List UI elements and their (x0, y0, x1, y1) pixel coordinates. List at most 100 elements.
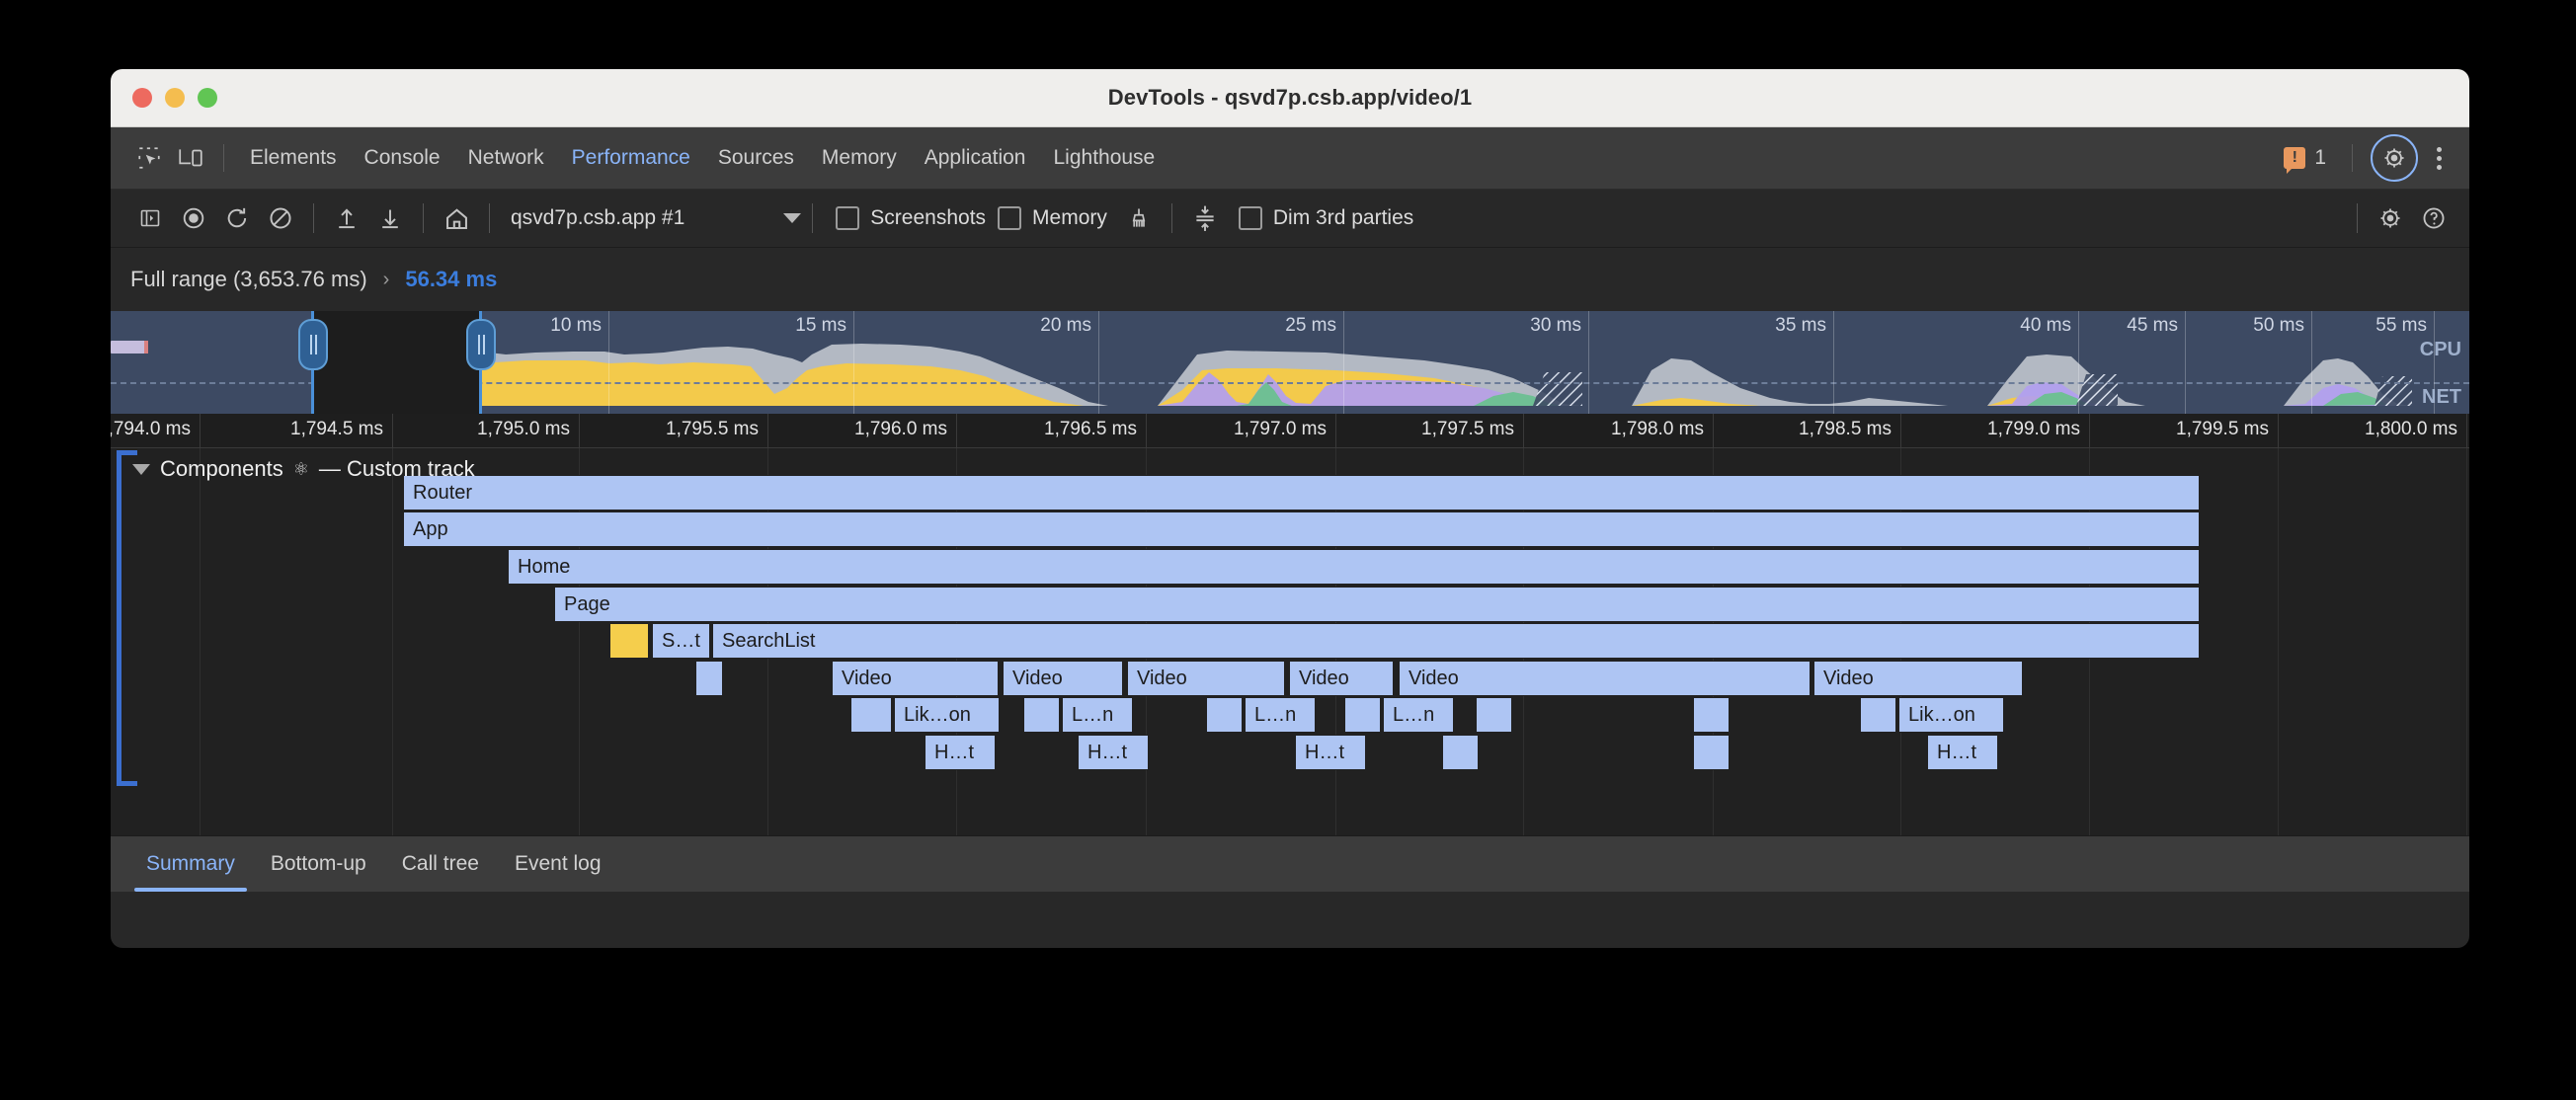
flame-bar[interactable]: Video (1289, 661, 1394, 696)
ruler-tick-label: 1,796.0 ms (854, 419, 947, 439)
tab-memory[interactable]: Memory (821, 146, 897, 169)
ruler-tick-line (2466, 414, 2467, 447)
overview-grip-right[interactable] (466, 319, 496, 370)
clear-button[interactable] (259, 196, 302, 240)
flame-bar[interactable]: L…n (1245, 697, 1316, 733)
breadcrumb-full-range[interactable]: Full range (3,653.76 ms) (130, 267, 367, 291)
warning-badge[interactable]: ! 1 (2284, 146, 2326, 174)
dim-third-parties-checkbox-box[interactable] (1238, 206, 1262, 230)
record-button[interactable] (172, 196, 215, 240)
tab-console[interactable]: Console (363, 146, 441, 169)
ruler-tick-label: 1,794.5 ms (290, 419, 383, 439)
flame-bar[interactable]: L…n (1383, 697, 1454, 733)
flame-bar-unlabeled[interactable] (609, 623, 649, 659)
capture-settings-icon[interactable] (1183, 196, 1227, 240)
screenshots-checkbox[interactable]: Screenshots (836, 206, 986, 230)
flame-bar[interactable]: Video (1003, 661, 1123, 696)
flame-bar[interactable]: S…t (652, 623, 710, 659)
flame-bar-unlabeled[interactable] (1442, 735, 1479, 770)
flame-bar-unlabeled[interactable] (850, 697, 892, 733)
zoom-button[interactable] (198, 88, 217, 108)
tab-lighthouse[interactable]: Lighthouse (1053, 146, 1156, 169)
chevron-right-icon: › (382, 268, 390, 290)
net-label: NET (2422, 386, 2461, 408)
memory-checkbox-box[interactable] (998, 206, 1022, 230)
track-header-components[interactable]: Components ⚛ — Custom track (132, 456, 475, 482)
collapse-triangle-icon[interactable] (132, 463, 150, 475)
tab-application[interactable]: Application (924, 146, 1026, 169)
flame-bar-unlabeled[interactable] (695, 661, 723, 696)
overview-tick-label: 25 ms (1285, 315, 1336, 336)
tab-call-tree[interactable]: Call tree (401, 852, 479, 875)
ruler-tick-line (392, 414, 393, 447)
tab-bottom-up[interactable]: Bottom-up (270, 852, 366, 875)
tab-event-log[interactable]: Event log (514, 852, 602, 875)
overview-tick-label: 35 ms (1775, 315, 1826, 336)
help-icon[interactable] (2412, 196, 2455, 240)
inspect-element-icon[interactable] (128, 137, 170, 179)
overview-tick-label: 50 ms (2253, 315, 2304, 336)
flame-bar[interactable]: Video (832, 661, 999, 696)
toolbar-divider-3 (489, 203, 490, 233)
breadcrumb-selection[interactable]: 56.34 ms (405, 267, 498, 291)
kebab-menu-icon[interactable] (2424, 146, 2454, 170)
flame-bar[interactable]: L…n (1062, 697, 1133, 733)
minimize-button[interactable] (165, 88, 185, 108)
settings-gear-icon[interactable] (2369, 196, 2412, 240)
garbage-collect-icon[interactable] (1117, 196, 1161, 240)
flame-bar[interactable]: Video (1399, 661, 1811, 696)
flame-bar[interactable]: Page (554, 587, 2200, 622)
gear-icon[interactable] (2371, 134, 2418, 182)
flame-bar[interactable]: Lik…on (1898, 697, 2004, 733)
details-tabbar: Summary Bottom-up Call tree Event log (111, 835, 2469, 892)
flame-bar-unlabeled[interactable] (1693, 735, 1730, 770)
flame-bar[interactable]: SearchList (712, 623, 2200, 659)
tab-summary[interactable]: Summary (128, 836, 253, 892)
device-toolbar-icon[interactable] (170, 137, 211, 179)
flame-bar[interactable]: H…t (1927, 735, 1998, 770)
overview-grip-left[interactable] (298, 319, 328, 370)
home-button[interactable] (435, 196, 478, 240)
dim-third-parties-label: Dim 3rd parties (1272, 206, 1414, 229)
screenshots-label: Screenshots (870, 206, 987, 229)
flame-bar[interactable]: Router (403, 475, 2200, 511)
flame-bar[interactable]: H…t (1295, 735, 1366, 770)
flame-bar[interactable]: Lik…on (894, 697, 1000, 733)
dim-third-parties-checkbox[interactable]: Dim 3rd parties (1238, 206, 1414, 230)
tab-performance[interactable]: Performance (571, 146, 690, 169)
flame-bar-unlabeled[interactable] (1206, 697, 1243, 733)
flame-bar[interactable]: Home (508, 549, 2200, 585)
reload-and-record-button[interactable] (215, 196, 259, 240)
tab-network[interactable]: Network (467, 146, 544, 169)
flame-bar[interactable]: H…t (1078, 735, 1149, 770)
overview-tick-label: 45 ms (2127, 315, 2178, 336)
ruler-tick-label: 1,799.0 ms (1987, 419, 2080, 439)
overview-tick-label: 20 ms (1040, 315, 1091, 336)
screenshots-checkbox-box[interactable] (836, 206, 860, 230)
tab-sources[interactable]: Sources (717, 146, 794, 169)
flame-bar[interactable]: H…t (925, 735, 996, 770)
flame-grid-line (2466, 448, 2467, 835)
save-profile-button[interactable] (368, 196, 412, 240)
flame-bar[interactable]: App (403, 511, 2200, 547)
flame-chart[interactable]: Components ⚛ — Custom track Router App Hom… (111, 448, 2469, 835)
close-button[interactable] (132, 88, 152, 108)
toolbar-right-group (2346, 196, 2455, 240)
memory-checkbox[interactable]: Memory (998, 206, 1107, 230)
tab-elements[interactable]: Elements (250, 146, 337, 169)
overview-tick-label: 15 ms (795, 315, 846, 336)
flame-bar-unlabeled[interactable] (1693, 697, 1730, 733)
flame-bar-unlabeled[interactable] (1476, 697, 1512, 733)
flame-bar-unlabeled[interactable] (1023, 697, 1060, 733)
flame-bar[interactable]: Video (1813, 661, 2023, 696)
load-profile-button[interactable] (325, 196, 368, 240)
overview-tick-label: 30 ms (1530, 315, 1581, 336)
flame-bar-unlabeled[interactable] (1860, 697, 1896, 733)
toggle-sidebar-button[interactable] (128, 196, 172, 240)
profile-select[interactable]: qsvd7p.csb.app #1 (511, 206, 802, 230)
overview-selection-window[interactable] (311, 311, 479, 414)
flame-bar-unlabeled[interactable] (1344, 697, 1381, 733)
flame-bar[interactable]: Video (1127, 661, 1285, 696)
